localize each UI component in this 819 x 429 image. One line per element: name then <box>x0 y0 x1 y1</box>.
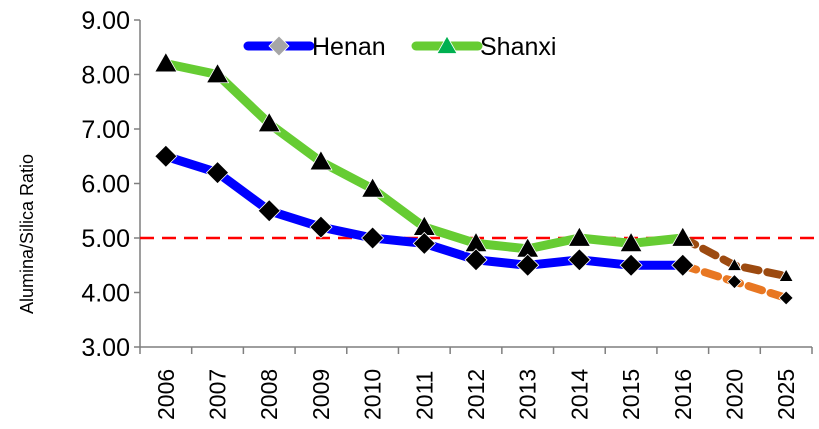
x-tick-label: 2013 <box>515 369 541 420</box>
data-point-henan <box>464 248 488 272</box>
legend: Henan Shanxi <box>243 33 556 61</box>
legend-marker-shanxi <box>436 35 458 54</box>
data-point-henan <box>516 253 540 277</box>
y-tick-label: 5.00 <box>81 225 130 253</box>
x-tick-label: 2008 <box>256 369 282 420</box>
data-point-shanxi <box>154 51 178 73</box>
y-tick-label: 6.00 <box>81 171 130 199</box>
data-point-henan <box>726 274 743 290</box>
data-point-henan <box>412 231 436 256</box>
data-point-shanxi <box>257 111 281 133</box>
data-point-henan <box>619 253 643 277</box>
x-tick-label: 2020 <box>721 369 747 420</box>
x-tick-label: 2015 <box>618 369 644 420</box>
data-point-henan <box>361 226 385 250</box>
data-point-shanxi <box>671 226 695 247</box>
legend-label-henan: Henan <box>312 33 386 61</box>
data-point-shanxi <box>778 268 794 282</box>
legend-label-shanxi: Shanxi <box>480 33 556 61</box>
y-tick-label: 7.00 <box>81 116 130 144</box>
x-tick-label: 2007 <box>205 369 231 420</box>
data-point-shanxi <box>567 226 592 247</box>
data-point-shanxi <box>309 149 333 171</box>
plot-area: 3.00 4.00 5.00 6.00 7.00 8.00 9.00 2006 2007 2008… <box>81 7 819 420</box>
data-point-henan <box>671 253 695 277</box>
y-axis-label: Alumina/Silica Ratio <box>17 154 37 314</box>
data-point-henan <box>205 161 230 185</box>
y-tick-label: 9.00 <box>81 7 130 35</box>
data-point-henan <box>567 248 591 272</box>
legend-marker-henan <box>268 35 290 57</box>
x-tick-label: 2009 <box>308 369 334 420</box>
data-point-shanxi <box>619 231 643 253</box>
x-tick-label: 2016 <box>670 369 696 420</box>
data-point-henan <box>309 215 333 239</box>
data-point-henan <box>778 290 794 306</box>
y-tick-label: 4.00 <box>81 280 130 308</box>
x-tick-label: 2012 <box>463 369 489 420</box>
x-tick-label: 2010 <box>360 369 386 420</box>
x-tick-label: 2025 <box>773 369 799 420</box>
y-tick-label: 8.00 <box>81 62 130 90</box>
y-tick-label: 3.00 <box>81 334 130 362</box>
data-point-shanxi <box>726 257 743 271</box>
data-point-shanxi <box>205 62 230 84</box>
data-point-henan <box>257 199 281 223</box>
x-tick-label: 2014 <box>566 369 592 420</box>
x-tick-label: 2011 <box>411 371 437 420</box>
data-point-henan <box>154 144 178 168</box>
x-tick-label: 2006 <box>153 369 179 420</box>
data-point-shanxi <box>360 177 385 198</box>
